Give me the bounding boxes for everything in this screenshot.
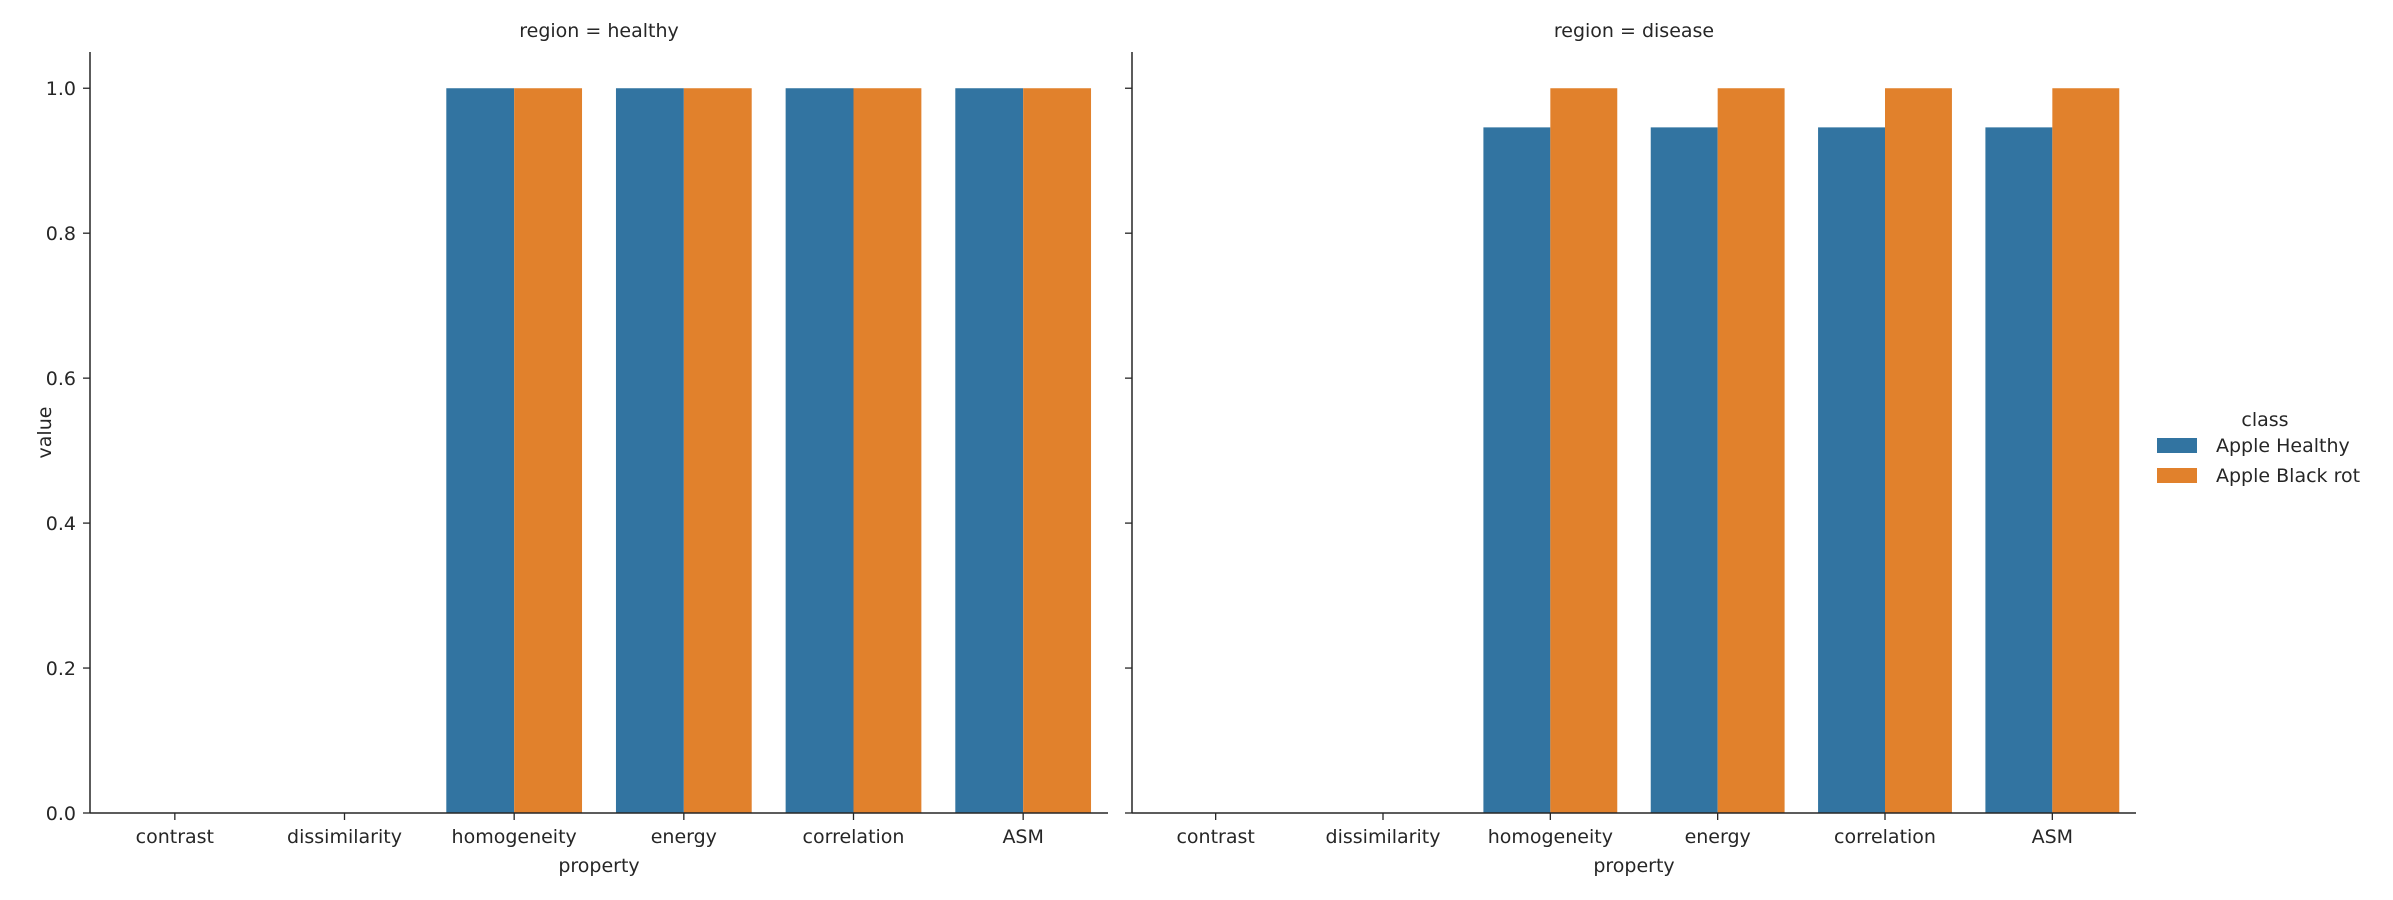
legend-label: Apple Healthy — [2216, 435, 2350, 457]
x-tick-label: correlation — [803, 826, 905, 848]
x-tick-label: ASM — [1002, 826, 1043, 848]
x-tick-label: ASM — [2032, 826, 2073, 848]
x-tick-label: homogeneity — [1488, 826, 1613, 848]
bar — [1650, 127, 1718, 813]
bar — [2052, 88, 2120, 813]
bar — [514, 88, 583, 813]
y-tick-label: 1.0 — [46, 78, 76, 100]
bar — [683, 88, 752, 813]
y-tick-label: 0.6 — [46, 368, 76, 390]
x-tick-label: energy — [1685, 826, 1751, 848]
x-tick-label: dissimilarity — [287, 826, 402, 848]
y-tick-label: 0.2 — [46, 658, 76, 680]
legend-swatch — [2157, 438, 2197, 453]
x-tick-label: contrast — [1176, 826, 1254, 848]
bar — [1885, 88, 1952, 813]
legend-title: class — [2241, 409, 2288, 431]
bar — [1818, 127, 1885, 813]
y-tick-label: 0.8 — [46, 223, 76, 245]
y-tick-label: 0.0 — [46, 803, 76, 825]
x-tick-label: dissimilarity — [1326, 826, 1441, 848]
bar — [785, 88, 854, 813]
x-tick-label: correlation — [1834, 826, 1936, 848]
x-axis-label: property — [1593, 855, 1674, 877]
facet-title: region = healthy — [519, 20, 678, 42]
legend-swatch — [2157, 468, 2197, 483]
legend-label: Apple Black rot — [2216, 465, 2360, 487]
bar — [1483, 127, 1551, 813]
bar — [615, 88, 684, 813]
bar — [446, 88, 515, 813]
x-tick-label: homogeneity — [452, 826, 577, 848]
bar — [853, 88, 922, 813]
x-axis-label: property — [558, 855, 639, 877]
bar — [1023, 88, 1092, 813]
x-tick-label: contrast — [136, 826, 214, 848]
y-tick-label: 0.4 — [46, 513, 76, 535]
bar — [955, 88, 1024, 813]
y-axis-label: value — [34, 407, 56, 459]
bar — [1985, 127, 2053, 813]
bar — [1550, 88, 1618, 813]
bar — [1717, 88, 1785, 813]
facet-title: region = disease — [1554, 20, 1714, 42]
x-tick-label: energy — [651, 826, 717, 848]
